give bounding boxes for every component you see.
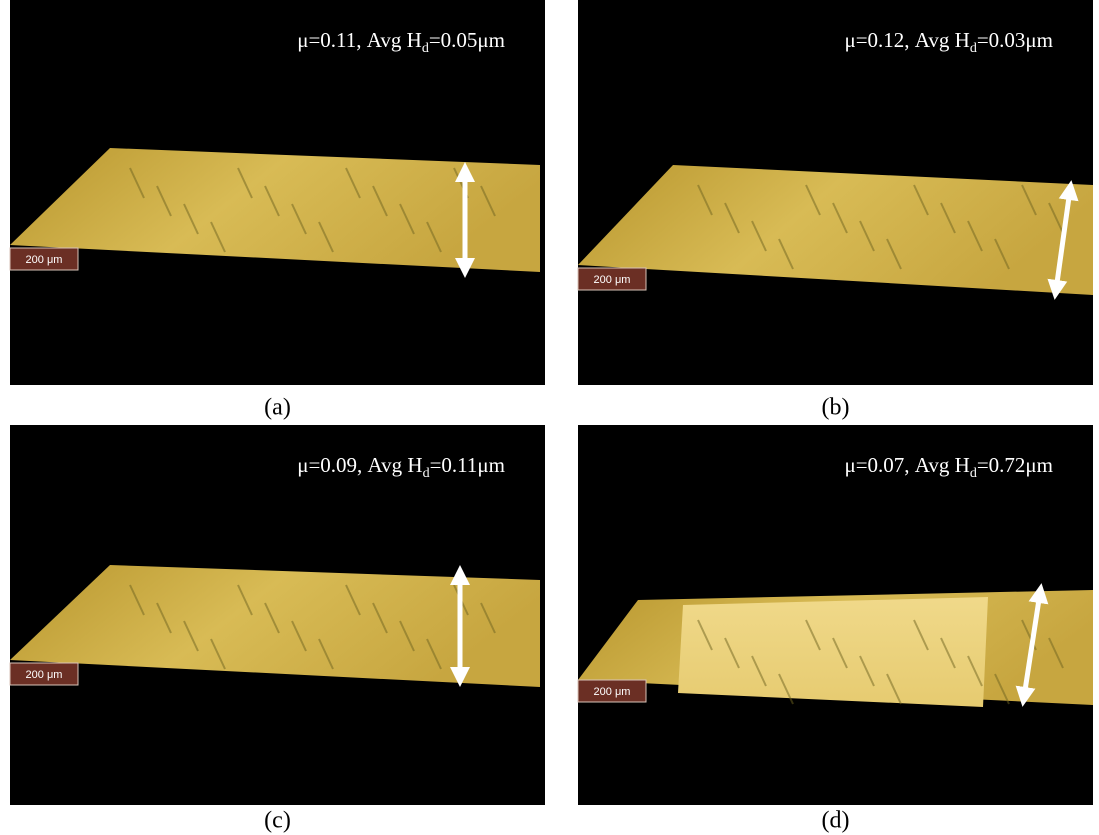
- scale-bar: [9, 247, 79, 271]
- annotation-tail: =0.05μm: [429, 28, 505, 52]
- scratch: [994, 673, 1010, 705]
- caption: (a): [264, 395, 291, 421]
- scratch: [886, 238, 902, 270]
- scratch: [913, 184, 929, 216]
- scratch: [291, 620, 307, 652]
- scratch: [778, 673, 794, 705]
- surface: [10, 148, 540, 272]
- scratch: [237, 584, 253, 616]
- scratch: [832, 637, 848, 669]
- arrow: [1047, 180, 1079, 300]
- scratch: [724, 637, 740, 669]
- panel: 200 μm μ=0.12, Avg Hd=0.03μm: [577, 0, 1093, 385]
- scratch: [697, 619, 713, 651]
- scratch: [291, 203, 307, 235]
- scratch: [264, 185, 280, 217]
- scratch: [183, 620, 199, 652]
- scratch: [372, 185, 388, 217]
- scratch: [967, 220, 983, 252]
- scale-bar-label: 200 μm: [594, 686, 631, 698]
- scratch: [778, 238, 794, 270]
- scratch: [751, 655, 767, 687]
- annotation: μ=0.11, Avg Hd=0.05μm: [297, 28, 505, 56]
- scratch: [129, 584, 145, 616]
- scale-bar-label: 200 μm: [594, 274, 631, 286]
- scale-bar-label: 200 μm: [26, 669, 63, 681]
- scratch: [859, 655, 875, 687]
- scratch: [1021, 184, 1037, 216]
- scratch: [426, 638, 442, 670]
- scratch: [129, 167, 145, 199]
- annotation-subscript: d: [970, 41, 977, 56]
- scratch: [210, 638, 226, 670]
- scratch: [967, 655, 983, 687]
- panel: 200 μm μ=0.07, Avg Hd=0.72μm: [577, 425, 1093, 805]
- scratch: [318, 221, 334, 253]
- scratch: [399, 620, 415, 652]
- scratch: [886, 673, 902, 705]
- scratch: [156, 185, 172, 217]
- annotation-main: μ=0.11, Avg H: [297, 28, 422, 52]
- wear-track: [678, 597, 988, 707]
- scratch: [345, 584, 361, 616]
- scratch: [480, 602, 496, 634]
- annotation-main: μ=0.12, Avg H: [844, 28, 969, 52]
- scale-bar-label: 200 μm: [26, 254, 63, 266]
- scale-bar: [577, 679, 647, 703]
- annotation-tail: =0.72μm: [977, 453, 1053, 477]
- annotation: μ=0.07, Avg Hd=0.72μm: [844, 453, 1053, 481]
- scratch: [724, 202, 740, 234]
- scratch: [1048, 637, 1064, 669]
- scratch: [156, 602, 172, 634]
- arrow: [1015, 583, 1049, 707]
- annotation-subscript: d: [970, 466, 977, 481]
- annotation: μ=0.09, Avg Hd=0.11μm: [297, 453, 505, 481]
- surface: [578, 165, 1093, 295]
- panel: 200 μm μ=0.09, Avg Hd=0.11μm: [9, 425, 545, 805]
- annotation: μ=0.12, Avg Hd=0.03μm: [844, 28, 1053, 56]
- caption: (c): [264, 808, 291, 834]
- scratch: [318, 638, 334, 670]
- caption: (d): [822, 808, 850, 834]
- scratch: [345, 167, 361, 199]
- scale-bar: [577, 267, 647, 291]
- scratch: [940, 202, 956, 234]
- scratch: [237, 167, 253, 199]
- annotation-subscript: d: [422, 41, 429, 56]
- scratch: [805, 619, 821, 651]
- scratch: [480, 185, 496, 217]
- scratch: [805, 184, 821, 216]
- scratch: [859, 220, 875, 252]
- annotation-main: μ=0.09, Avg H: [297, 453, 422, 477]
- scratch: [994, 238, 1010, 270]
- annotation-tail: =0.03μm: [977, 28, 1053, 52]
- scratch: [751, 220, 767, 252]
- scratch: [399, 203, 415, 235]
- annotation-main: μ=0.07, Avg H: [844, 453, 969, 477]
- scratch: [426, 221, 442, 253]
- scratch: [832, 202, 848, 234]
- scale-bar: [9, 662, 79, 686]
- scratch: [183, 203, 199, 235]
- scratch: [913, 619, 929, 651]
- annotation-tail: =0.11μm: [430, 453, 505, 477]
- scratch: [372, 602, 388, 634]
- annotation-subscript: d: [423, 466, 430, 481]
- scratch: [264, 602, 280, 634]
- scratch: [940, 637, 956, 669]
- panel: 200 μm μ=0.11, Avg Hd=0.05μm: [9, 0, 545, 385]
- scratch: [697, 184, 713, 216]
- scratch: [210, 221, 226, 253]
- caption: (b): [822, 395, 850, 421]
